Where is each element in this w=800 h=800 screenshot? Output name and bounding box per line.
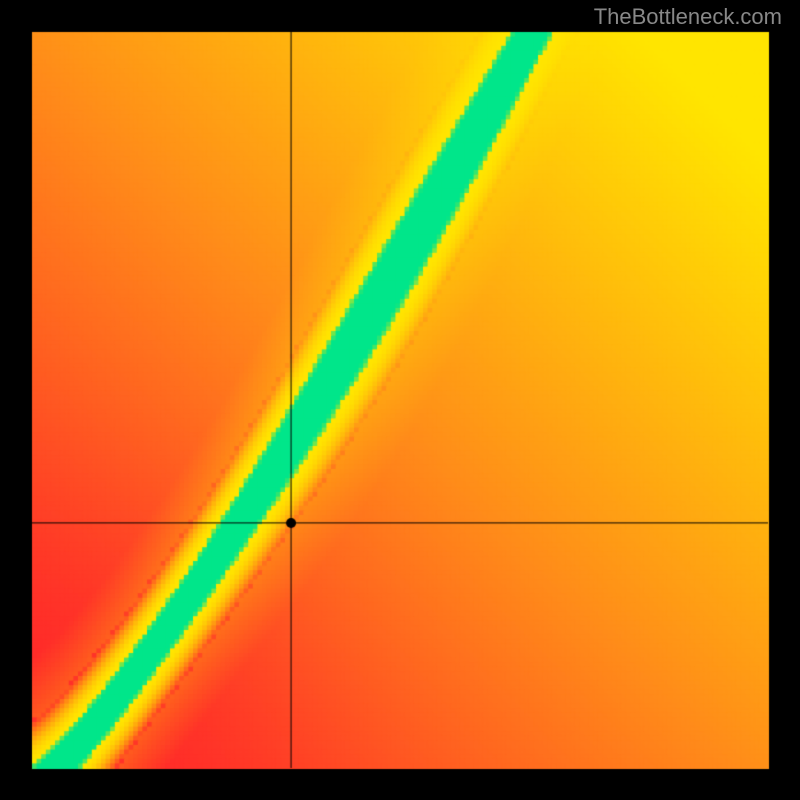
chart-container: TheBottleneck.com bbox=[0, 0, 800, 800]
heatmap-canvas bbox=[0, 0, 800, 800]
watermark-text: TheBottleneck.com bbox=[594, 4, 782, 30]
